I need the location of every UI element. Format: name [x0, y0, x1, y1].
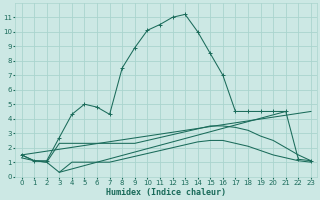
X-axis label: Humidex (Indice chaleur): Humidex (Indice chaleur) — [106, 188, 226, 197]
